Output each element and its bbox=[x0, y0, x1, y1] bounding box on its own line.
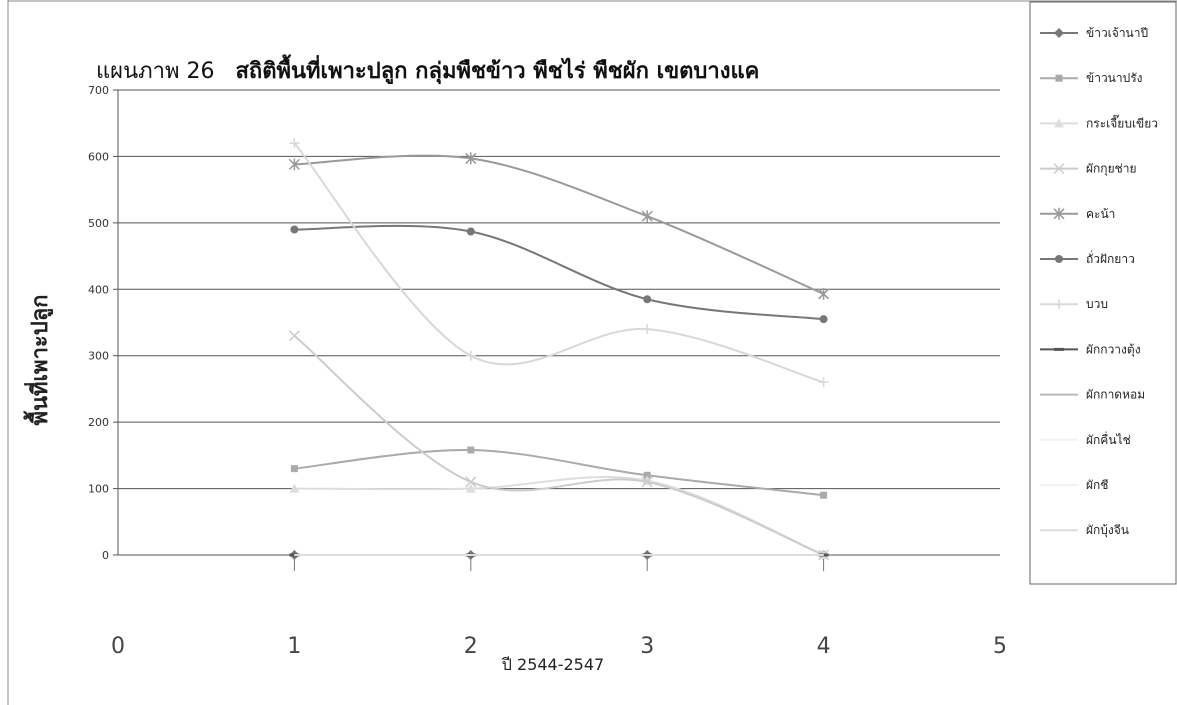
data-point bbox=[642, 324, 653, 335]
data-point bbox=[288, 158, 300, 171]
legend-entry: ผักบุ้งจีน bbox=[1040, 523, 1129, 538]
data-point bbox=[819, 315, 828, 324]
chart-title: แผนภาพ 26 สถิติพื้นที่เพาะปลูก กลุ่มพืชข… bbox=[96, 54, 759, 85]
legend-entry: ข้าวนาปรัง bbox=[1040, 71, 1143, 85]
series-line bbox=[294, 224, 824, 321]
legend-swatch-marker bbox=[1053, 163, 1065, 175]
legend-swatch-marker bbox=[1055, 74, 1063, 82]
legend-label: บวบ bbox=[1086, 297, 1108, 311]
y-tick-label: 200 bbox=[88, 416, 109, 429]
legend-entry: กระเจี๊ยบเขียว bbox=[1040, 114, 1158, 130]
x-tick-label: 5 bbox=[993, 634, 1007, 659]
data-point bbox=[641, 210, 653, 223]
series-4 bbox=[288, 330, 830, 561]
legend-entry: ผักชี bbox=[1040, 478, 1108, 492]
x-tick-label: 3 bbox=[640, 634, 654, 659]
legend-label: กระเจี๊ยบเขียว bbox=[1086, 114, 1158, 130]
series-line bbox=[293, 142, 824, 384]
x-tick-label: 4 bbox=[817, 634, 831, 659]
legend-swatch-marker bbox=[1054, 28, 1064, 38]
series-line bbox=[294, 449, 824, 497]
legend-label: ผักกุยช่าย bbox=[1086, 162, 1137, 177]
data-point bbox=[641, 476, 653, 488]
legend-label: ผักกาดหอม bbox=[1086, 388, 1145, 402]
legend-swatch-marker bbox=[1055, 255, 1063, 263]
legend-box bbox=[1029, 1, 1177, 585]
series-6 bbox=[290, 224, 828, 324]
legend-label: คะน้า bbox=[1086, 207, 1115, 221]
data-point bbox=[818, 377, 829, 388]
y-axis-label: พื้นที่เพาะปลูก bbox=[23, 294, 54, 425]
series-group bbox=[288, 138, 830, 561]
series-7 bbox=[289, 138, 829, 388]
legend-entry: ผักกวางตุ้ง bbox=[1040, 342, 1141, 357]
data-point bbox=[466, 227, 475, 236]
data-point bbox=[465, 476, 477, 488]
y-tick-label: 100 bbox=[88, 483, 109, 496]
data-point bbox=[465, 483, 476, 493]
data-point bbox=[643, 295, 652, 304]
legend-swatch-marker bbox=[1054, 299, 1064, 310]
legend-entry: ข้าวเจ้านาปี bbox=[1040, 26, 1148, 40]
series-2 bbox=[290, 446, 828, 499]
gridlines bbox=[118, 89, 1000, 490]
legend: ข้าวเจ้านาปีข้าวนาปรังกระเจี๊ยบเขียวผักก… bbox=[1029, 1, 1177, 585]
x-axis-label: ปี 2544-2547 bbox=[501, 655, 604, 674]
x-tick-label: 0 bbox=[111, 634, 125, 659]
y-tick-label: 300 bbox=[88, 350, 109, 363]
legend-label: ผักบุ้งจีน bbox=[1086, 523, 1129, 538]
series-line bbox=[293, 335, 824, 556]
chart-title-main: สถิติพื้นที่เพาะปลูก กลุ่มพืชข้าว พืชไร่… bbox=[235, 54, 759, 85]
data-point bbox=[290, 225, 299, 234]
series-line bbox=[294, 476, 824, 556]
legend-entry: ผักกาดหอม bbox=[1040, 388, 1145, 402]
data-point bbox=[289, 483, 300, 493]
legend-label: ข้าวนาปรัง bbox=[1086, 71, 1143, 85]
legend-swatch-marker bbox=[1054, 347, 1064, 351]
y-tick-labels: 0 100 200 300 400 500 600 700 bbox=[88, 84, 109, 562]
legend-entry: ผักกุยช่าย bbox=[1040, 162, 1137, 177]
legend-label: ข้าวเจ้านาปี bbox=[1086, 26, 1148, 40]
legend-label: ผักคื่นไช่ bbox=[1086, 431, 1131, 447]
axes bbox=[113, 89, 1000, 571]
x-tick-labels: 0 1 2 3 4 5 bbox=[111, 634, 1007, 659]
legend-entry: คะน้า bbox=[1040, 207, 1115, 221]
data-point bbox=[290, 465, 298, 473]
chart-title-prefix: แผนภาพ 26 bbox=[96, 59, 214, 84]
legend-swatch-marker bbox=[1053, 207, 1065, 220]
legend-label: ผักชี bbox=[1086, 478, 1108, 492]
y-tick-label: 0 bbox=[102, 549, 109, 562]
data-point bbox=[643, 471, 651, 479]
y-tick-label: 700 bbox=[88, 84, 109, 97]
y-tick-label: 400 bbox=[88, 283, 109, 296]
series-line bbox=[294, 154, 825, 295]
legend-entry: ผักคื่นไช่ bbox=[1040, 431, 1131, 447]
legend-entry: บวบ bbox=[1040, 297, 1108, 311]
legend-entry: ถั่วฝักยาว bbox=[1040, 250, 1135, 266]
y-tick-label: 500 bbox=[88, 217, 109, 230]
data-point bbox=[467, 446, 475, 454]
x-tick-label: 1 bbox=[287, 634, 301, 659]
x-tick-label: 2 bbox=[464, 634, 478, 659]
data-point bbox=[820, 491, 828, 499]
data-point bbox=[465, 152, 477, 165]
data-point bbox=[289, 138, 300, 149]
y-tick-label: 600 bbox=[88, 150, 109, 163]
legend-label: ผักกวางตุ้ง bbox=[1086, 342, 1141, 357]
series-5 bbox=[288, 152, 830, 300]
data-point bbox=[465, 350, 476, 361]
legend-label: ถั่วฝักยาว bbox=[1086, 250, 1135, 266]
data-point bbox=[818, 287, 830, 300]
legend-swatch-marker bbox=[1054, 118, 1064, 128]
data-point bbox=[288, 330, 300, 342]
